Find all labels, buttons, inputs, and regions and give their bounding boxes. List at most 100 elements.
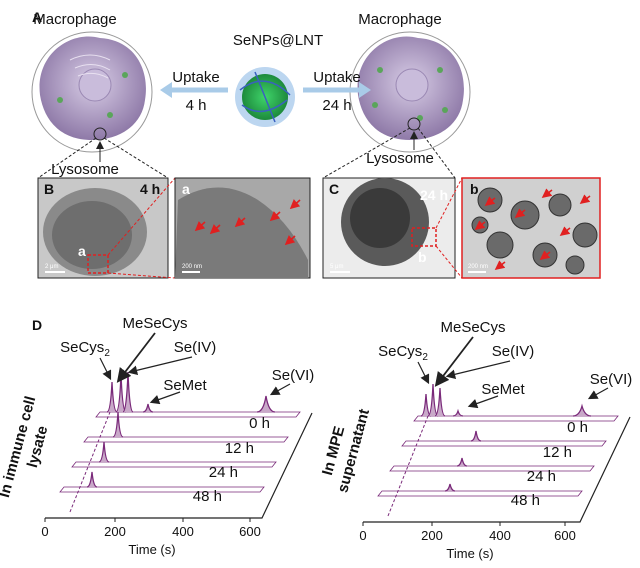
peak-label: MeSeCys (122, 315, 187, 332)
peak (572, 403, 592, 417)
guide (69, 411, 111, 513)
arrow-label: Uptake (172, 69, 220, 86)
peak (456, 457, 468, 467)
peak-label: SeMet (481, 381, 525, 398)
peak (142, 403, 154, 413)
layer-slab (71, 461, 277, 468)
peak-subscript: 2 (422, 352, 428, 363)
x-tick-label: 400 (489, 528, 511, 543)
x-tick-label: 0 (359, 528, 366, 543)
peak-name: Se(VI) (590, 371, 633, 388)
micrograph-b (37, 177, 169, 279)
organelle-label: Lysosome (366, 150, 434, 167)
peak-arrow (127, 356, 193, 375)
peak-name: SeMet (481, 381, 525, 398)
peak (256, 395, 276, 413)
region-label: a (78, 243, 86, 259)
chromatogram: 0 200 400 600 Time (s) 0 h 12 h 24 h 48 h SeCys2 M… (319, 319, 632, 561)
peak (98, 441, 110, 463)
peak-arrow (99, 357, 112, 381)
time-label: 0 h (567, 419, 588, 436)
x-axis-label: Time (s) (446, 546, 493, 561)
layer-slab (413, 415, 619, 422)
arrow-time: 4 h (186, 97, 207, 114)
time-label: 12 h (225, 440, 254, 457)
peak-label: Se(VI) (590, 371, 633, 388)
x-tick-label: 600 (554, 528, 576, 543)
arrow-time: 24 h (322, 97, 351, 114)
peak (106, 381, 118, 413)
peak-arrow (467, 395, 499, 409)
chromatogram: 0 200 400 600 Time (s) 0 h 12 h 24 h 48 h SeCys2 M… (0, 315, 314, 557)
right-cell (349, 31, 471, 153)
peak-arrow (269, 383, 291, 396)
layer-slab (389, 465, 595, 472)
panel-label: C (329, 181, 339, 197)
panel-time: 4 h (140, 181, 160, 197)
layer-slab (95, 411, 301, 418)
peak-name: SeMet (163, 377, 207, 394)
peak-name: Se(IV) (174, 339, 217, 356)
peak-label: MeSeCys (440, 319, 505, 336)
micrograph-a (174, 177, 311, 279)
peak-subscript: 2 (104, 348, 110, 359)
x-tick-label: 0 (41, 524, 48, 539)
scale-bar: 200 nm (182, 264, 202, 270)
nanoparticle-label: SeNPs@LNT (233, 32, 323, 49)
time-label: 48 h (511, 492, 540, 509)
panel-label: A (32, 9, 42, 25)
peak (86, 471, 98, 488)
organelle-label: Lysosome (51, 161, 119, 178)
peak-arrow (434, 336, 474, 387)
peak-name: SeCys (60, 339, 104, 356)
x-axis-label: Time (s) (128, 542, 175, 557)
layer-slab (59, 486, 265, 493)
peak-arrow (587, 387, 609, 400)
peak (452, 408, 464, 417)
scale-bar: 2 μm (45, 264, 58, 270)
peak-label: SeCys2 (60, 339, 110, 359)
panel-label: a (182, 181, 190, 197)
peak-label: Se(VI) (272, 367, 315, 384)
time-label: 24 h (209, 464, 238, 481)
axis (363, 416, 631, 523)
cell-title: Macrophage (33, 11, 116, 28)
x-tick-label: 400 (172, 524, 194, 539)
arrow-label: Uptake (313, 69, 361, 86)
peak-label: SeCys2 (378, 343, 428, 363)
cell-title: Macrophage (358, 11, 441, 28)
peak (115, 373, 127, 413)
panel-time: 24 h (420, 187, 448, 203)
axis (45, 412, 313, 519)
peak-name: MeSeCys (440, 319, 505, 336)
peak-arrow (445, 360, 511, 379)
peak-name: Se(VI) (272, 367, 315, 384)
peak (444, 483, 456, 492)
peak-name: MeSeCys (122, 315, 187, 332)
peak-arrow (149, 391, 181, 405)
x-tick-label: 200 (104, 524, 126, 539)
nanoparticle (235, 67, 295, 127)
peak (470, 430, 482, 442)
peak-label: SeMet (163, 377, 207, 394)
peak-label: Se(IV) (174, 339, 217, 356)
peak-name: Se(IV) (492, 343, 535, 360)
micrograph-b-zoom (461, 177, 601, 279)
peak-label: Se(IV) (492, 343, 535, 360)
panel-label: D (32, 317, 42, 333)
time-label: 24 h (527, 468, 556, 485)
layer-slab (377, 490, 583, 497)
left-cell (31, 31, 153, 153)
guide (387, 415, 429, 517)
region-label: b (418, 249, 427, 265)
x-tick-label: 600 (239, 524, 261, 539)
panel-label: B (44, 181, 54, 197)
peak (122, 371, 134, 413)
peak (434, 387, 446, 417)
peak-arrow (116, 332, 156, 383)
peak (420, 393, 432, 417)
peak (427, 383, 439, 417)
x-tick-label: 200 (421, 528, 443, 543)
peak (112, 411, 124, 438)
